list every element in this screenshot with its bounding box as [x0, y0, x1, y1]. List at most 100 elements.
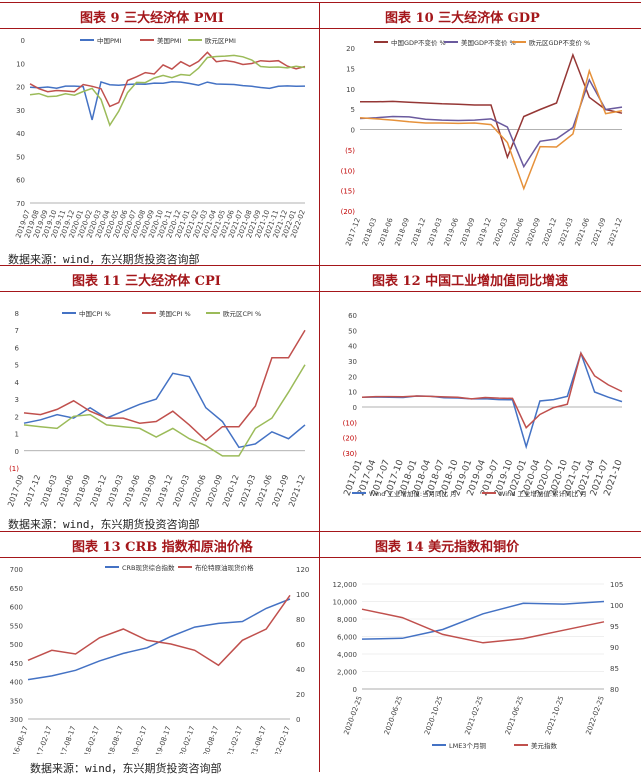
series-line	[27, 598, 291, 681]
y-tick-label: 50	[348, 327, 357, 335]
y-tick-label: 8	[15, 310, 19, 318]
chart-title: 图表 14 美元指数和铜价	[375, 540, 520, 555]
y-tick-label: 6	[15, 344, 20, 352]
legend-label: 美元指数	[531, 741, 558, 750]
legend-label: 中国GDP不变价 %	[391, 38, 446, 47]
chart-title: 图表 12 中国工业增加值同比增速	[372, 274, 569, 289]
legend-label: Wind 工业增加值:当月同比 月	[369, 489, 457, 498]
x-tick-label: 2022-02-25	[584, 695, 605, 736]
x-tick-label: 2021-06	[574, 216, 592, 247]
x-tick-label: 2020-10-25	[423, 695, 444, 736]
x-tick-label: 2019-12	[475, 217, 493, 247]
legend-label: 欧元区PMI	[205, 36, 236, 45]
gdp-chart: 20151050(5)(10)(15)(20)2017-122018-03201…	[341, 38, 624, 247]
header-bar-row3	[0, 531, 641, 558]
x-tick-label: 2017-08-17	[56, 725, 77, 754]
y-tick-label: 500	[10, 641, 23, 649]
y-tick-label: 20	[348, 373, 357, 381]
legend-label: 美国GDP不变价 %	[461, 38, 516, 47]
y-tick-label: 0	[353, 404, 357, 412]
series-line	[29, 51, 306, 108]
y2-tick-label: 95	[610, 623, 619, 631]
y2-tick-label: 0	[296, 716, 300, 724]
y-tick-label: 0	[351, 127, 355, 135]
y2-tick-label: 90	[610, 644, 619, 652]
y-tick-label: 70	[16, 200, 25, 208]
y-tick-label: 60	[348, 312, 357, 320]
y2-tick-label: 20	[296, 691, 305, 699]
x-tick-label: 2017-12	[344, 217, 362, 247]
x-tick-label: 2021-03	[557, 217, 575, 247]
y-tick-label: 350	[10, 697, 23, 705]
x-tick-label: 2018-12	[410, 217, 428, 247]
x-tick-label: 2021-12	[606, 217, 624, 247]
y-tick-label: 60	[16, 177, 25, 185]
series-line	[360, 52, 623, 160]
y-tick-label: (20)	[343, 435, 358, 443]
series-line	[359, 77, 623, 169]
y-tick-label: 40	[16, 130, 25, 138]
x-tick-label: 2018-06	[377, 216, 395, 247]
y-tick-label: 450	[10, 660, 23, 668]
x-tick-label: 2016-08-17	[8, 725, 29, 754]
y-tick-label: 1	[15, 431, 19, 439]
legend-label: 欧元区GDP不变价 %	[529, 38, 590, 47]
x-tick-label: 2020-02-17	[175, 725, 196, 754]
x-tick-label: 2017-02-17	[32, 725, 53, 754]
y-tick-label: (1)	[9, 465, 19, 473]
x-tick-label: 2021-02-25	[463, 695, 484, 736]
x-tick-label: 2018-03	[361, 217, 379, 247]
y-tick-label: 5	[15, 362, 19, 370]
x-tick-label: 2019-02-17	[128, 725, 149, 754]
y-tick-label: 10	[348, 389, 357, 397]
x-tick-label: 2019-09	[459, 217, 477, 247]
legend-label: 美国CPI %	[159, 309, 191, 318]
y-tick-label: (5)	[345, 147, 355, 155]
y-tick-label: 7	[15, 327, 19, 335]
y2-tick-label: 40	[296, 666, 305, 674]
y-tick-label: 6,000	[337, 634, 357, 642]
x-tick-label: 2020-02-25	[342, 695, 363, 736]
source-note: 数据来源：wind，东兴期货投资咨询部	[30, 762, 222, 775]
y-tick-label: (10)	[341, 167, 356, 175]
y-tick-label: (10)	[343, 419, 358, 427]
y-tick-label: 550	[10, 622, 23, 630]
y-tick-label: 0	[353, 686, 357, 694]
x-tick-label: 2020-06-25	[383, 695, 404, 736]
column-divider	[319, 2, 320, 772]
y-tick-label: 3	[15, 396, 19, 404]
legend-label: 中国CPI %	[79, 309, 111, 318]
header-bar-row2	[0, 265, 641, 292]
cpi-chart: 876543210(1)2017-092017-122018-032018-06…	[6, 309, 307, 508]
y2-tick-label: 120	[296, 566, 309, 574]
y-tick-label: (30)	[343, 450, 358, 458]
dollar-copper-chart: 12,000 10,000 8,000 6,000 4,000 2,000 0 105 100 9…	[333, 581, 624, 750]
y-tick-label: 700	[10, 566, 23, 574]
header-bar-row1	[0, 2, 641, 29]
y-tick-label: 20	[16, 84, 25, 92]
x-tick-label: 2020-03	[492, 217, 510, 247]
series-line	[23, 329, 306, 442]
y-tick-label: 4,000	[337, 651, 357, 659]
x-tick-label: 2021-12	[287, 474, 307, 508]
y-tick-label: 400	[10, 679, 23, 687]
series-line	[361, 608, 605, 644]
y-tick-label: 50	[16, 153, 25, 161]
y-tick-label: 0	[15, 448, 19, 456]
y-tick-label: 4	[15, 379, 20, 387]
industrial-output-chart: 6050403020100(10)(20)(30)2017-012017-042…	[343, 312, 625, 498]
x-tick-label: 2022-02-17	[270, 725, 291, 754]
x-tick-label: 2019-06	[443, 216, 461, 247]
series-line	[361, 351, 623, 429]
chart-title: 图表 10 三大经济体 GDP	[385, 11, 540, 26]
y2-tick-label: 100	[296, 591, 309, 599]
x-tick-label: 2018-09	[393, 217, 411, 247]
x-tick-label: 2021-02-17	[223, 725, 244, 754]
y-tick-label: 2,000	[337, 669, 357, 677]
y-tick-label: 10,000	[333, 599, 358, 607]
legend-label: Wind 工业增加值:累计同比 月	[499, 489, 587, 498]
x-tick-label: 2020-12	[541, 217, 559, 247]
series-line	[29, 80, 306, 121]
series-line	[361, 600, 605, 640]
x-tick-label: 2020-06	[508, 216, 526, 247]
